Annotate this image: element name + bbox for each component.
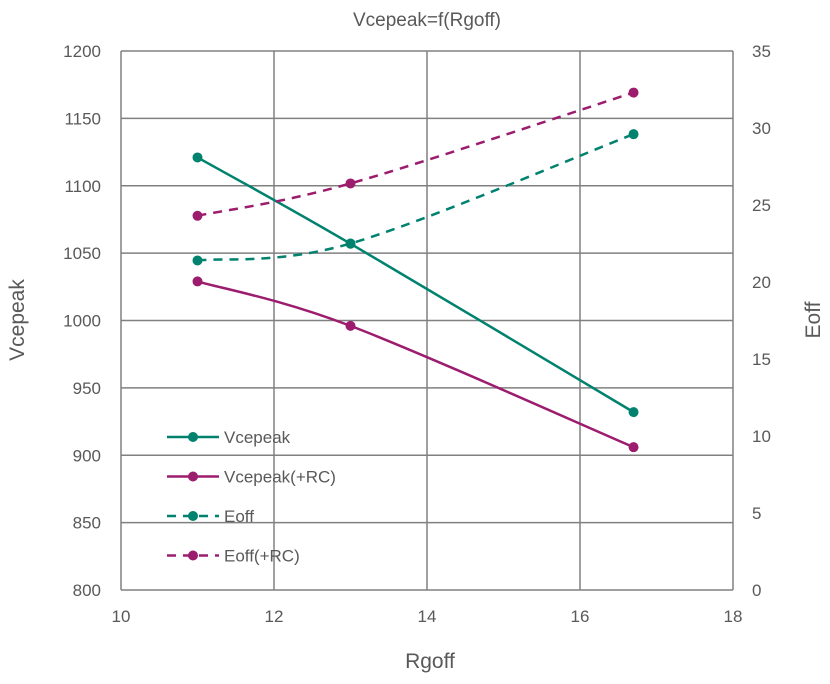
y2-tick-label: 5 bbox=[752, 504, 761, 523]
y-tick-label: 950 bbox=[73, 379, 101, 398]
legend-marker bbox=[188, 550, 198, 561]
y-tick-label: 900 bbox=[73, 446, 101, 465]
data-point bbox=[628, 442, 639, 453]
data-point bbox=[628, 87, 639, 98]
grid bbox=[120, 50, 734, 591]
series-line-Eoff bbox=[197, 132, 635, 262]
x-tick-label: 12 bbox=[265, 607, 284, 626]
series-line-Vcepeak bbox=[196, 156, 635, 414]
legend-entry: Eoff(+RC) bbox=[224, 547, 300, 566]
data-point bbox=[345, 320, 356, 331]
y-axis-label: Vcepeak bbox=[6, 279, 29, 361]
data-point bbox=[628, 407, 639, 418]
data-point bbox=[345, 178, 356, 189]
legend-entry: Vcepeak bbox=[224, 428, 291, 447]
x-axis-label: Rgoff bbox=[405, 650, 455, 673]
x-tick-label: 10 bbox=[112, 607, 131, 626]
y-tick-label: 1200 bbox=[63, 42, 101, 61]
series-line-Vcepeak(+RC) bbox=[197, 280, 635, 449]
x-tick-label: 18 bbox=[724, 607, 743, 626]
series-line-Eoff(+RC) bbox=[197, 91, 634, 218]
chart-title: Vcepeak=f(Rgoff) bbox=[353, 10, 501, 31]
x-tick-label: 16 bbox=[571, 607, 590, 626]
y2-tick-label: 25 bbox=[752, 196, 771, 215]
y2-axis-label: Eoff bbox=[802, 301, 825, 338]
legend-marker bbox=[188, 511, 198, 521]
series bbox=[192, 87, 639, 453]
data-point bbox=[345, 238, 356, 249]
y-tick-label: 1050 bbox=[63, 244, 101, 263]
legend: Vcepeak Vcepeak(+RC) Eoff Eoff(+RC) bbox=[167, 428, 336, 566]
y2-tick-label: 10 bbox=[752, 427, 771, 446]
legend-entry: Vcepeak(+RC) bbox=[224, 468, 336, 487]
y2-tick-label: 20 bbox=[752, 273, 771, 292]
ticks: 10 12 14 16 18800850900950100010501100115012… bbox=[63, 42, 771, 626]
data-point bbox=[192, 276, 203, 287]
legend-marker bbox=[188, 432, 198, 442]
y-tick-label: 1150 bbox=[64, 109, 101, 128]
data-point bbox=[628, 129, 639, 140]
y2-tick-label: 0 bbox=[752, 581, 761, 600]
y-tick-label: 800 bbox=[73, 581, 101, 600]
y-tick-label: 850 bbox=[73, 514, 101, 533]
legend-entry: Eoff bbox=[224, 507, 254, 526]
data-point bbox=[192, 210, 203, 221]
data-point bbox=[192, 152, 203, 163]
y2-tick-label: 15 bbox=[752, 350, 771, 369]
y2-tick-label: 30 bbox=[752, 119, 771, 138]
legend-marker bbox=[188, 471, 198, 482]
y2-tick-label: 35 bbox=[752, 42, 771, 61]
data-point bbox=[192, 255, 203, 266]
y-tick-label: 1100 bbox=[64, 177, 101, 196]
x-tick-label: 14 bbox=[418, 607, 437, 626]
y-tick-label: 1000 bbox=[63, 312, 101, 331]
